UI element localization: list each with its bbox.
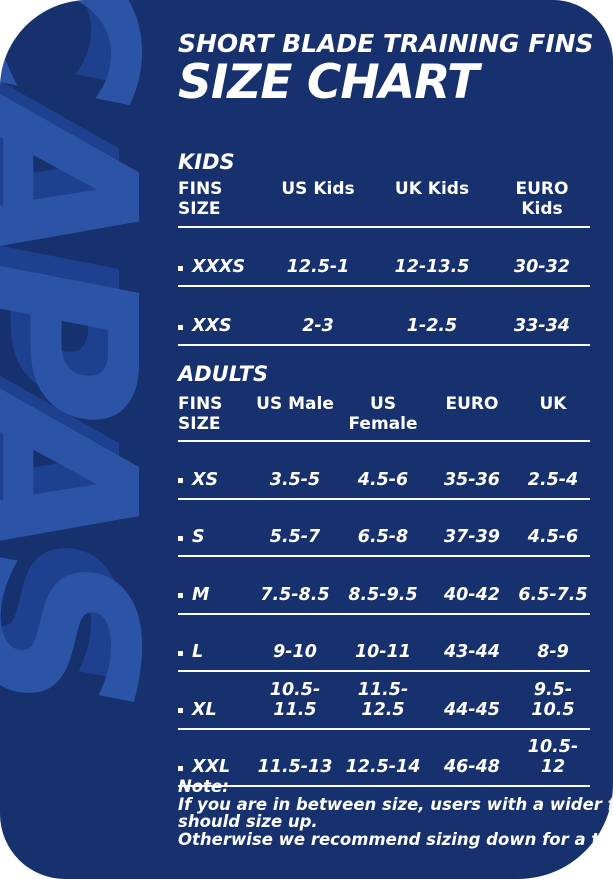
size-label: L xyxy=(192,642,204,662)
bullet-square-icon xyxy=(178,324,183,330)
value-cell: 12.5-1 xyxy=(286,257,350,277)
column-header: EURO xyxy=(445,394,499,414)
size-cell: L xyxy=(178,642,252,662)
bullet-square-icon xyxy=(178,708,183,713)
size-cell: XS xyxy=(178,470,252,490)
column-header: EURO Kids xyxy=(515,179,569,219)
brand-watermark: CAPAS xyxy=(0,0,185,701)
size-cell: XL xyxy=(178,700,252,720)
table-row: XXS 2-3 1-2.5 33-34 xyxy=(178,287,590,346)
size-cell: XXXS xyxy=(178,257,266,277)
column-header: US Male xyxy=(256,394,334,414)
value-cell: 5.5-7 xyxy=(269,527,321,547)
value-cell: 2-3 xyxy=(302,316,334,336)
note: Note: If you are in between size, users … xyxy=(178,777,613,849)
column-header: UK Kids xyxy=(394,179,470,199)
note-line: If you are in between size, users with a… xyxy=(178,794,613,814)
column-header: FINS SIZE xyxy=(178,394,223,434)
size-label: S xyxy=(192,527,205,547)
value-cell: 8.5-9.5 xyxy=(348,584,418,605)
section-adults: ADULTS FINS SIZE US Male US Female EURO … xyxy=(178,361,590,787)
bullet-square-icon xyxy=(178,593,183,598)
bullet-square-icon xyxy=(178,265,183,271)
kids-section-title: KIDS xyxy=(178,150,235,174)
value-cell: 30-32 xyxy=(514,257,570,277)
table-row: XXL 11.5-13 12.5-14 46-48 10.5-12 xyxy=(178,730,590,787)
column-header: FINS SIZE xyxy=(178,179,223,219)
value-cell: 3.5-5 xyxy=(269,469,321,490)
size-label: M xyxy=(192,584,210,605)
kids-table-header: FINS SIZE US Kids UK Kids EURO Kids xyxy=(178,175,590,228)
value-cell: 37-39 xyxy=(444,527,500,547)
column-header: US Kids xyxy=(281,179,355,199)
note-label: Note: xyxy=(178,777,229,796)
size-label: XXL xyxy=(192,757,231,777)
value-cell: 33-34 xyxy=(514,316,570,336)
size-cell: XXL xyxy=(178,757,252,777)
value-cell: 10.5-12 xyxy=(527,737,579,777)
value-cell: 8-9 xyxy=(537,642,569,662)
table-row: L 9-10 10-11 43-44 8-9 xyxy=(178,615,590,672)
size-cell: M xyxy=(178,585,252,605)
value-cell: 12-13.5 xyxy=(394,257,470,277)
value-cell: 10.5-11.5 xyxy=(269,679,321,720)
page-title: SIZE CHART xyxy=(178,55,479,110)
size-cell: XXS xyxy=(178,316,266,336)
bullet-square-icon xyxy=(178,478,183,483)
size-label: XS xyxy=(192,469,219,490)
value-cell: 35-36 xyxy=(444,469,500,490)
table-row: M 7.5-8.5 8.5-9.5 40-42 6.5-7.5 xyxy=(178,557,590,615)
value-cell: 9.5-10.5 xyxy=(531,679,575,720)
column-header: UK xyxy=(539,394,567,414)
value-cell: 6.5-7.5 xyxy=(518,584,588,605)
value-cell: 1-2.5 xyxy=(406,316,458,336)
table-row: XXXS 12.5-1 12-13.5 30-32 xyxy=(178,228,590,287)
table-row: XS 3.5-5 4.5-6 35-36 2.5-4 xyxy=(178,442,590,500)
value-cell: 7.5-8.5 xyxy=(260,584,330,605)
header: SHORT BLADE TRAINING FINS SIZE CHART xyxy=(178,30,612,107)
value-cell: 9-10 xyxy=(273,642,317,662)
column-header: US Female xyxy=(348,394,418,434)
table-row: S 5.5-7 6.5-8 37-39 4.5-6 xyxy=(178,500,590,557)
value-cell: 4.5-6 xyxy=(527,527,579,547)
value-cell: 12.5-14 xyxy=(345,757,421,777)
value-cell: 2.5-4 xyxy=(527,469,579,490)
bullet-square-icon xyxy=(178,535,183,541)
value-cell: 6.5-8 xyxy=(357,527,409,547)
table-row: XL 10.5-11.5 11.5-12.5 44-45 9.5-10.5 xyxy=(178,672,590,730)
size-cell: S xyxy=(178,527,252,547)
value-cell: 4.5-6 xyxy=(357,469,409,490)
note-line: should size up. xyxy=(178,812,318,831)
product-subtitle: SHORT BLADE TRAINING FINS xyxy=(178,29,594,58)
adults-table-header: FINS SIZE US Male US Female EURO UK xyxy=(178,387,590,442)
bullet-square-icon xyxy=(178,650,183,656)
brand-watermark-shadow: CAPAS xyxy=(0,0,165,677)
value-cell: 43-44 xyxy=(444,642,500,662)
size-label: XXS xyxy=(192,316,232,336)
value-cell: 44-45 xyxy=(444,699,500,720)
value-cell: 11.5-13 xyxy=(257,757,333,777)
bullet-square-icon xyxy=(178,765,183,771)
adults-section-title: ADULTS xyxy=(178,362,269,386)
size-label: XL xyxy=(192,699,217,720)
value-cell: 10-11 xyxy=(355,642,411,662)
section-kids: KIDS FINS SIZE US Kids UK Kids EURO Kids… xyxy=(178,149,590,346)
value-cell: 40-42 xyxy=(444,584,500,605)
note-line: Otherwise we recommend sizing down for a… xyxy=(178,829,613,849)
value-cell: 46-48 xyxy=(444,757,500,777)
size-label: XXXS xyxy=(192,257,246,277)
value-cell: 11.5-12.5 xyxy=(357,679,409,720)
